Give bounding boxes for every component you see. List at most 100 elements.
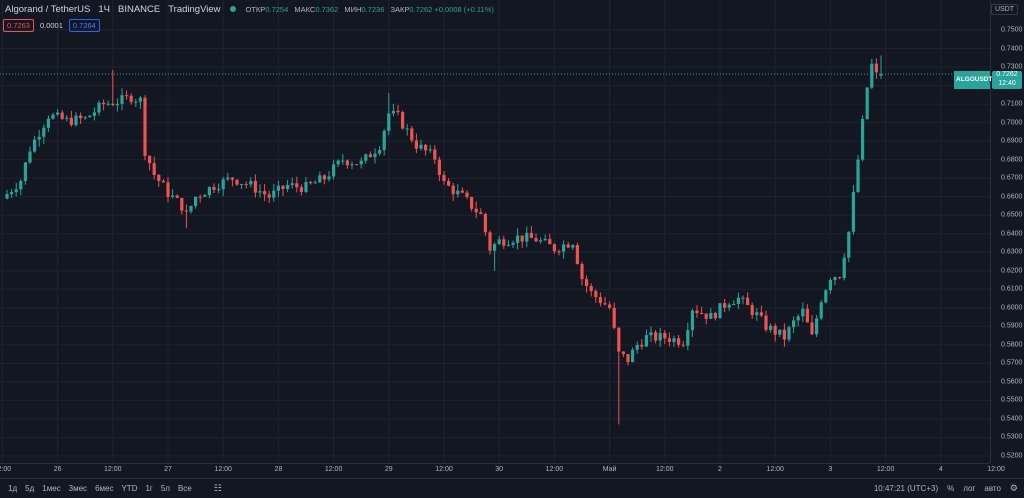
sell-price-button[interactable]: 0.7263 [3,19,34,32]
y-tick-label: 0.7100 [1001,100,1023,108]
candle-body [368,154,372,158]
candle-body [612,307,616,328]
candle-body [732,303,736,305]
candle-body [304,181,308,192]
candle-body [520,235,524,242]
candle-body [322,175,326,180]
candle-body [677,338,681,345]
candle-body [465,192,469,197]
candle-body [350,164,354,166]
range-button[interactable]: 6мес [95,484,114,493]
candle-body [148,155,152,164]
market-status-dot-icon [229,6,236,12]
candle-body [690,310,694,330]
range-button[interactable]: 5д [25,484,35,493]
candle-body [562,244,566,252]
candle-body [686,329,690,346]
candle-body [621,351,625,355]
candle-body [267,194,271,198]
range-button[interactable]: Все [177,484,192,493]
candle-body [88,115,92,118]
candle-body [851,191,855,232]
candle-body [51,114,55,119]
candle-body [566,244,570,248]
candle-body [401,112,405,129]
candle-body [120,95,124,104]
candle-body [405,128,409,130]
y-tick-label: 0.6000 [1001,304,1023,312]
candle-body [364,154,368,161]
candle-body [230,177,234,180]
ohlc-values: ОТКР0.7254 МАКС0.7362 МИН0.7236 ЗАКР0.72… [242,5,494,14]
candlestick-chart[interactable] [0,0,990,463]
x-tick-label: 29 [384,466,393,473]
close-key: ЗАКР [390,4,410,14]
percent-toggle[interactable]: % [947,484,955,493]
candle-body [5,194,9,199]
candle-body [824,290,828,303]
candle-body [184,210,188,212]
candle-body [221,179,225,190]
time-axis[interactable]: 12:00 26 12:00 27 12:00 28 12:00 29 12:00 30 12:00… [0,463,1005,478]
candle-body [571,245,575,248]
candle-body [663,332,667,339]
log-toggle[interactable]: лог [963,484,976,493]
candle-body [235,179,239,185]
range-button[interactable]: 5л [160,484,170,493]
candle-body [552,244,556,252]
candle-body [474,208,478,213]
range-button[interactable]: 3мес [68,484,88,493]
candle-body [543,238,547,241]
clock-time[interactable]: 10:47:21 (UTC+3) [873,484,939,493]
y-tick-label: 0.6300 [1001,248,1023,256]
candle-body [115,103,119,106]
candle-body [198,196,202,198]
candle-body [111,103,115,106]
range-button[interactable]: 1д [8,484,18,493]
candle-body [138,97,142,102]
candle-body [635,344,639,350]
y-tick-label: 0.6500 [1001,211,1023,219]
candle-body [341,160,345,162]
bid-ask-panel: 0.7263 0.0001 0.7264 [3,19,100,32]
candle-body [506,244,510,246]
candle-body [654,332,658,341]
symbol-title[interactable]: Algorand / TetherUS [5,3,91,15]
candle-body [290,183,294,185]
candle-body [318,175,322,183]
candle-body [391,110,395,114]
x-tick-label: 2 [718,466,722,473]
price-axis[interactable]: 0.75000.74000.73000.72000.71000.70000.69… [990,0,1024,463]
candle-body [373,153,377,158]
candle-body [102,102,106,105]
candle-body [874,63,878,73]
candle-body [810,322,814,335]
candle-body [253,181,257,193]
x-tick-label: 26 [53,466,62,473]
range-button[interactable]: 1мес [42,484,61,493]
candle-body [617,327,621,352]
high-key: МАКС [294,4,316,14]
candle-body [764,315,768,330]
candle-body [511,242,515,245]
x-tick-label: 4 [938,466,943,473]
range-button[interactable]: 1г [145,484,153,493]
candle-body [212,186,216,190]
candle-body [207,186,211,196]
candle-body [644,335,648,347]
candle-body [419,144,423,149]
last-price-value: 0.7262 [996,71,1018,78]
buy-price-button[interactable]: 0.7264 [68,19,100,32]
gear-icon[interactable]: ⚙ [1009,483,1018,493]
currency-selector[interactable]: USDT [990,4,1018,15]
auto-toggle[interactable]: авто [984,484,1001,493]
range-button[interactable]: YTD [121,484,138,493]
candle-body [171,195,175,197]
candle-body [447,181,451,186]
open-value: 0.7254 [265,4,289,14]
interval-label[interactable]: 1Ч [98,3,110,15]
calendar-icon[interactable]: ☷ [213,483,222,493]
x-tick-label: 12:00 [324,466,343,473]
candle-body [336,160,340,165]
candle-body [263,191,267,195]
